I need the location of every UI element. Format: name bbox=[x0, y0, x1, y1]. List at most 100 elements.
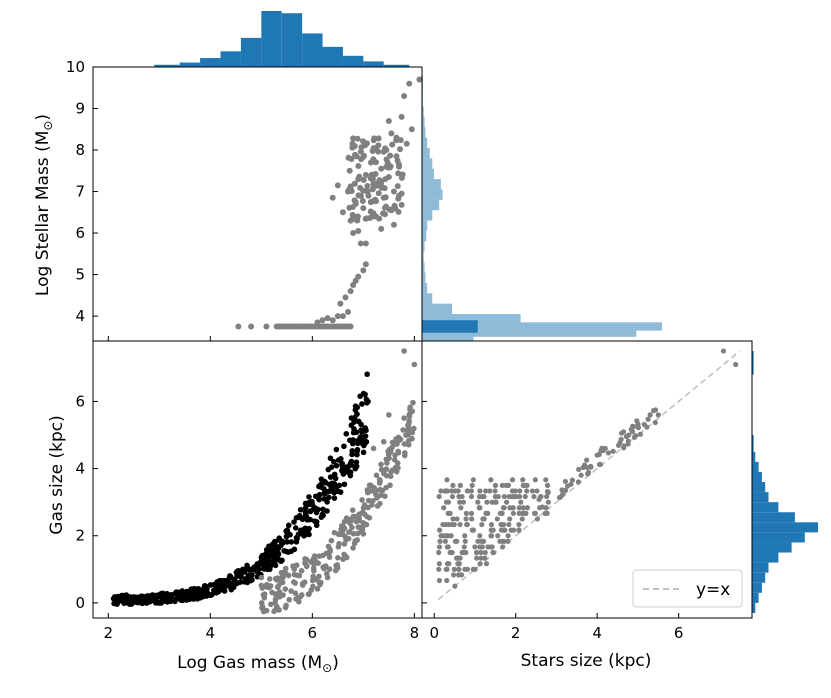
stellar-mass-point bbox=[354, 135, 361, 142]
gas-size-point-black bbox=[321, 496, 327, 502]
stars-size-point bbox=[456, 566, 462, 572]
stars-size-point bbox=[443, 488, 449, 494]
stars-size-point bbox=[605, 450, 612, 456]
stars-size-point bbox=[484, 499, 490, 505]
x-tick-label: 0 bbox=[429, 624, 439, 642]
stars-size-point bbox=[450, 516, 456, 522]
stars-size-point bbox=[516, 527, 522, 533]
stars-size-point bbox=[610, 448, 616, 454]
stars-size-point bbox=[449, 549, 455, 556]
gas-size-point-grey bbox=[356, 511, 363, 517]
stars-size-point bbox=[505, 538, 511, 544]
stars-size-point bbox=[534, 516, 541, 522]
stars-size-point bbox=[644, 424, 650, 430]
gas-size-point-grey bbox=[328, 537, 335, 544]
gas-size-point-black bbox=[364, 371, 370, 378]
gas-size-point-black bbox=[164, 595, 171, 601]
gas-size-point-grey bbox=[405, 422, 411, 429]
stars-size-point bbox=[522, 493, 528, 500]
stellar-mass-point bbox=[366, 214, 373, 221]
stars-size-point bbox=[499, 482, 505, 488]
top-hist-bar bbox=[281, 13, 303, 68]
stellar-mass-point bbox=[378, 165, 385, 172]
right-hist-bar bbox=[752, 461, 759, 472]
gas-size-point-grey bbox=[332, 567, 339, 574]
x-tick-label: 6 bbox=[674, 624, 684, 642]
gas-size-point-black bbox=[363, 427, 369, 434]
stars-size-point bbox=[618, 430, 625, 436]
stellar-mass-point bbox=[351, 142, 358, 149]
y-tick-label: 10 bbox=[66, 58, 85, 76]
gas-size-point-grey bbox=[266, 576, 273, 582]
gas-size-point-grey bbox=[386, 412, 392, 418]
stars-size-point bbox=[544, 488, 551, 495]
stars-size-point bbox=[531, 493, 537, 500]
gas-size-point-black bbox=[222, 582, 229, 588]
stars-size-point bbox=[655, 412, 661, 418]
stellar-mass-point bbox=[398, 113, 405, 120]
stellar-mass-point bbox=[383, 203, 390, 210]
stars-size-point bbox=[474, 555, 480, 561]
stars-size-point bbox=[458, 505, 464, 511]
gas-size-point-grey bbox=[341, 541, 348, 547]
stellar-mass-point bbox=[395, 170, 402, 177]
stars-size-point bbox=[483, 488, 489, 494]
gas-size-point-black bbox=[352, 403, 359, 409]
stars-size-point bbox=[464, 488, 470, 494]
stars-size-point bbox=[488, 477, 494, 483]
gas-size-point-grey bbox=[400, 427, 406, 433]
right-hist-bar bbox=[752, 552, 779, 563]
stars-size-point bbox=[602, 445, 608, 452]
gas-size-point-grey bbox=[365, 497, 372, 504]
gas-size-point-grey bbox=[394, 441, 400, 447]
top-hist-bar bbox=[383, 64, 410, 67]
gas-size-point-black bbox=[354, 440, 361, 447]
stars-size-point bbox=[532, 477, 538, 483]
stars-size-point bbox=[637, 431, 644, 437]
stellar-mass-point bbox=[329, 317, 336, 324]
stars-size-point bbox=[618, 436, 624, 442]
gas-size-point-black bbox=[362, 433, 369, 439]
stars-size-point bbox=[516, 510, 522, 516]
gas-size-point-grey bbox=[295, 595, 301, 601]
stars-size-point bbox=[470, 527, 477, 533]
top-right-histogram bbox=[422, 75, 662, 341]
stars-size-point bbox=[482, 555, 488, 561]
right-hist-bar bbox=[752, 572, 766, 583]
right-hist-bar bbox=[752, 602, 756, 613]
stars-size-point bbox=[517, 488, 523, 494]
stars-size-point bbox=[647, 412, 653, 418]
stellar-mass-point bbox=[382, 176, 389, 183]
stars-size-point bbox=[542, 510, 548, 516]
gas-size-point-black bbox=[347, 437, 353, 444]
top-right-hist-bar-light bbox=[422, 168, 434, 180]
gas-size-point-grey bbox=[349, 524, 355, 531]
x-tick-label: 4 bbox=[206, 624, 216, 642]
gas-size-point-black bbox=[250, 565, 257, 572]
gas-size-point-grey bbox=[274, 577, 280, 583]
x-tick-label: 6 bbox=[308, 624, 318, 642]
stellar-mass-point bbox=[387, 152, 394, 159]
gas-size-point-black bbox=[351, 419, 357, 425]
stars-size-point bbox=[436, 549, 442, 556]
stellar-mass-point bbox=[370, 145, 377, 152]
top-right-hist-bar-light bbox=[422, 179, 441, 190]
stars-size-point bbox=[559, 487, 565, 493]
stars-size-point bbox=[652, 419, 658, 426]
stars-size-point bbox=[518, 499, 524, 505]
gas-size-point-black bbox=[341, 443, 347, 450]
stars-size-point bbox=[440, 521, 446, 528]
stars-size-point bbox=[578, 472, 584, 478]
gas-size-point-grey bbox=[361, 504, 368, 511]
stellar-mass-point bbox=[375, 142, 382, 149]
stellar-mass-point bbox=[263, 323, 270, 330]
stellar-mass-point bbox=[355, 163, 362, 170]
y-tick-label: 2 bbox=[75, 527, 85, 545]
stellar-mass-scatter-panel bbox=[235, 76, 423, 330]
gas-size-point-black bbox=[233, 569, 240, 576]
stars-size-point bbox=[451, 572, 457, 578]
stellar-mass-point bbox=[401, 93, 408, 100]
stars-size-point bbox=[524, 482, 530, 488]
gas-size-point-black bbox=[226, 574, 233, 581]
top-right-hist-bar-light bbox=[422, 220, 428, 231]
